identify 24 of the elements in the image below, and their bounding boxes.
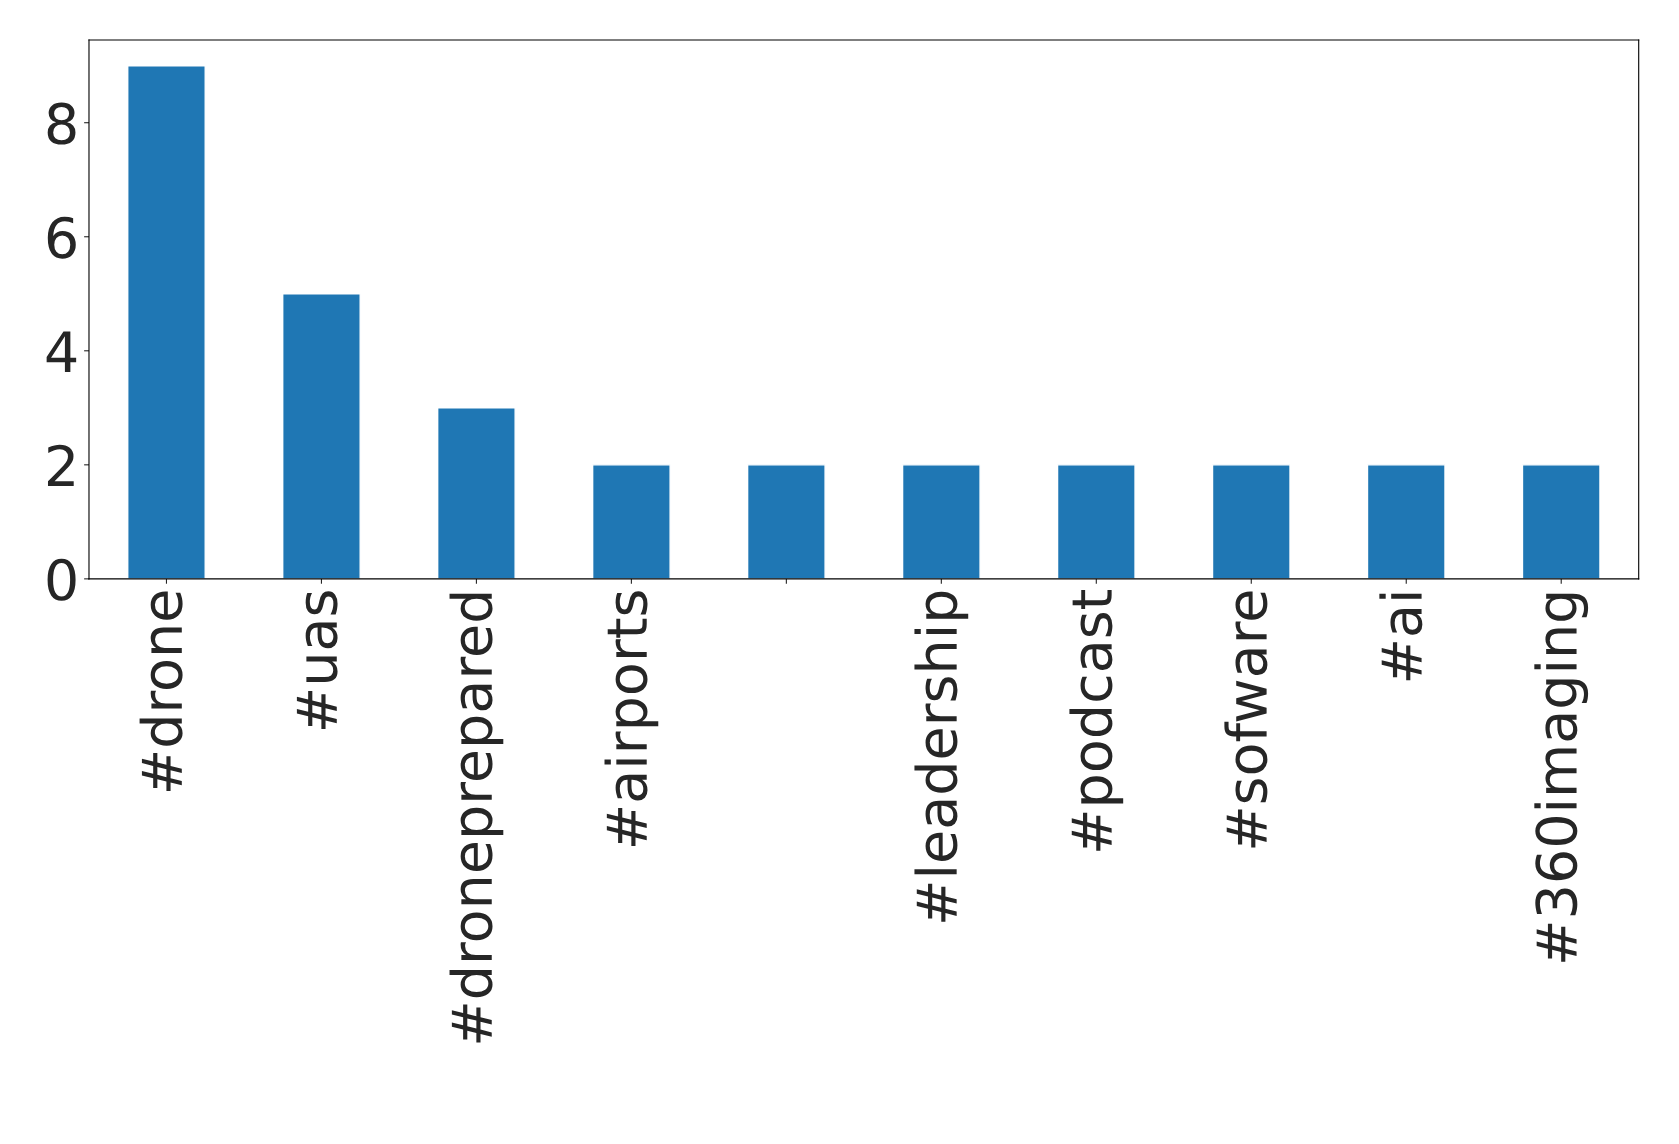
bar [746, 464, 826, 579]
x-tick-label: #droneprepared [449, 593, 504, 1043]
bar [1366, 464, 1446, 579]
y-tick-label: 6 [47, 216, 76, 259]
x-tick-label: #leadership [914, 591, 969, 922]
x-tick-label: #sofware [1224, 591, 1268, 848]
x-tick-label: #uas [296, 591, 338, 730]
x-tick-label: #360imaging [1534, 593, 1589, 962]
bar [1211, 464, 1291, 579]
y-tick-label: 0 [47, 558, 76, 601]
y-tick-label: 8 [47, 102, 76, 145]
x-tick-label: #drone [139, 591, 183, 792]
bar [591, 464, 671, 579]
bar [127, 65, 206, 579]
bar [901, 464, 981, 579]
x-tick-label: #podcast [1069, 589, 1124, 851]
bar [1056, 464, 1136, 579]
bar [282, 293, 361, 579]
x-tick-label: #airports [604, 591, 659, 846]
bar [1521, 464, 1601, 579]
bar [436, 407, 516, 579]
y-tick-label: 2 [47, 444, 74, 486]
y-tick-label: 4 [46, 331, 77, 372]
x-tick-label: #ai [1379, 593, 1423, 681]
